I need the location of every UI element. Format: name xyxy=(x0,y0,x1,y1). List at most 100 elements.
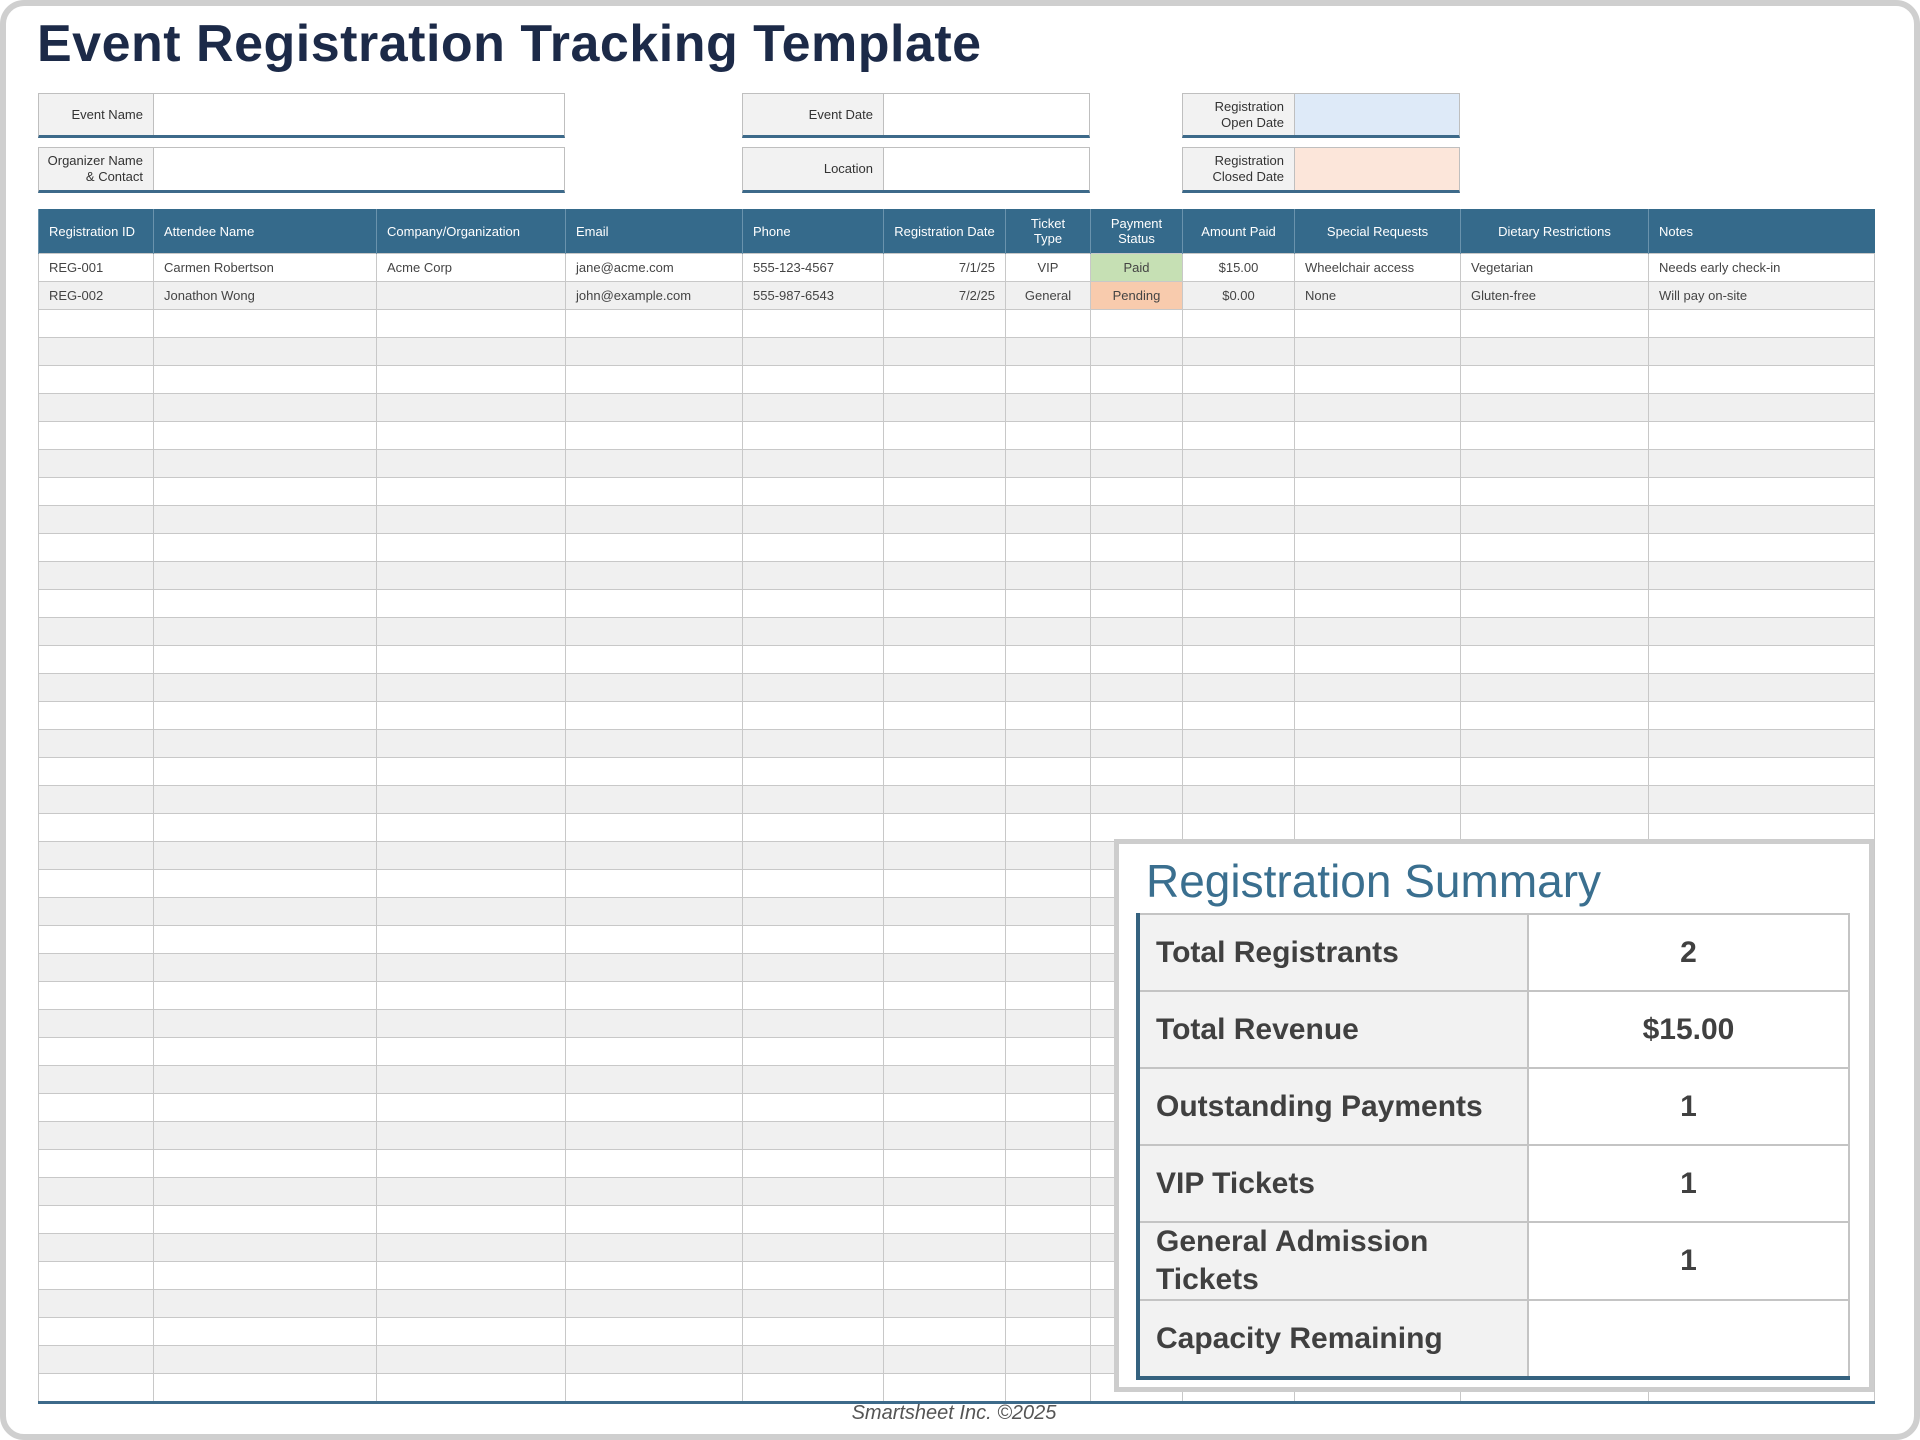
table-cell[interactable] xyxy=(153,953,377,982)
table-cell[interactable] xyxy=(742,1261,884,1290)
table-cell[interactable] xyxy=(742,925,884,954)
table-cell[interactable] xyxy=(1294,673,1461,702)
table-cell[interactable] xyxy=(38,729,154,758)
table-cell[interactable] xyxy=(1090,645,1183,674)
table-cell[interactable] xyxy=(376,393,566,422)
table-cell[interactable] xyxy=(883,505,1006,534)
table-cell[interactable] xyxy=(1182,645,1295,674)
table-cell[interactable] xyxy=(376,1009,566,1038)
table-cell[interactable] xyxy=(742,729,884,758)
table-cell[interactable] xyxy=(565,505,743,534)
table-cell[interactable] xyxy=(153,1261,377,1290)
table-cell[interactable] xyxy=(1005,1261,1091,1290)
table-cell[interactable] xyxy=(565,1009,743,1038)
table-cell[interactable] xyxy=(38,1289,154,1318)
table-cell[interactable]: Carmen Robertson xyxy=(153,253,377,282)
table-cell[interactable] xyxy=(742,1009,884,1038)
table-cell[interactable] xyxy=(883,617,1006,646)
table-cell[interactable] xyxy=(1005,757,1091,786)
table-cell[interactable] xyxy=(1182,309,1295,338)
table-cell[interactable] xyxy=(565,1373,743,1404)
table-cell[interactable] xyxy=(1294,365,1461,394)
table-cell[interactable] xyxy=(883,309,1006,338)
table-cell[interactable] xyxy=(883,589,1006,618)
table-cell[interactable]: 555-987-6543 xyxy=(742,281,884,310)
table-cell[interactable] xyxy=(565,1205,743,1234)
table-cell[interactable] xyxy=(565,365,743,394)
table-cell[interactable] xyxy=(1648,505,1875,534)
table-cell[interactable] xyxy=(1294,729,1461,758)
table-cell[interactable] xyxy=(1090,365,1183,394)
table-cell[interactable] xyxy=(153,1233,377,1262)
table-cell[interactable] xyxy=(153,617,377,646)
table-cell[interactable]: jane@acme.com xyxy=(565,253,743,282)
table-cell[interactable] xyxy=(376,1261,566,1290)
table-cell[interactable] xyxy=(1294,309,1461,338)
table-cell[interactable] xyxy=(153,533,377,562)
table-cell[interactable] xyxy=(38,757,154,786)
table-cell[interactable] xyxy=(1460,505,1649,534)
table-cell[interactable] xyxy=(1005,673,1091,702)
table-cell[interactable] xyxy=(1460,561,1649,590)
table-cell[interactable] xyxy=(1460,533,1649,562)
table-cell[interactable] xyxy=(1090,449,1183,478)
table-cell[interactable] xyxy=(1460,449,1649,478)
table-cell[interactable] xyxy=(883,729,1006,758)
table-cell[interactable] xyxy=(376,841,566,870)
table-cell[interactable] xyxy=(1005,1289,1091,1318)
table-cell[interactable] xyxy=(38,533,154,562)
table-cell[interactable] xyxy=(1648,729,1875,758)
table-cell[interactable] xyxy=(38,1261,154,1290)
table-cell[interactable]: Jonathon Wong xyxy=(153,281,377,310)
table-cell[interactable] xyxy=(1005,393,1091,422)
table-cell[interactable] xyxy=(38,393,154,422)
table-cell[interactable] xyxy=(1182,449,1295,478)
table-cell[interactable] xyxy=(883,1317,1006,1346)
table-cell[interactable] xyxy=(1460,393,1649,422)
table-cell[interactable] xyxy=(376,1289,566,1318)
table-cell[interactable] xyxy=(883,1205,1006,1234)
table-cell[interactable] xyxy=(1648,421,1875,450)
table-cell[interactable] xyxy=(153,1093,377,1122)
table-cell[interactable] xyxy=(376,673,566,702)
table-cell[interactable] xyxy=(883,925,1006,954)
table-cell[interactable] xyxy=(883,1121,1006,1150)
event-date-input[interactable] xyxy=(884,94,1089,135)
table-cell[interactable] xyxy=(742,1149,884,1178)
table-cell[interactable] xyxy=(153,561,377,590)
table-cell[interactable] xyxy=(38,1093,154,1122)
table-cell[interactable] xyxy=(153,1373,377,1404)
table-cell[interactable] xyxy=(1005,1093,1091,1122)
table-cell[interactable] xyxy=(1182,505,1295,534)
table-cell[interactable] xyxy=(883,1149,1006,1178)
table-cell[interactable] xyxy=(1005,785,1091,814)
table-cell[interactable] xyxy=(1294,701,1461,730)
table-cell[interactable] xyxy=(742,1233,884,1262)
table-cell[interactable] xyxy=(38,309,154,338)
table-cell[interactable] xyxy=(376,1149,566,1178)
table-cell[interactable]: Acme Corp xyxy=(376,253,566,282)
table-cell[interactable] xyxy=(153,1009,377,1038)
table-cell[interactable] xyxy=(565,953,743,982)
table-cell[interactable] xyxy=(565,673,743,702)
table-cell[interactable] xyxy=(153,309,377,338)
table-cell[interactable] xyxy=(376,981,566,1010)
table-cell[interactable] xyxy=(376,729,566,758)
table-cell[interactable] xyxy=(376,1345,566,1374)
table-cell[interactable] xyxy=(1182,617,1295,646)
table-cell[interactable] xyxy=(1005,309,1091,338)
table-cell[interactable] xyxy=(1090,785,1183,814)
table-cell[interactable] xyxy=(565,1065,743,1094)
table-cell[interactable] xyxy=(153,477,377,506)
table-cell[interactable] xyxy=(1005,645,1091,674)
table-cell[interactable] xyxy=(1648,533,1875,562)
table-cell[interactable] xyxy=(376,309,566,338)
table-cell[interactable] xyxy=(1648,337,1875,366)
table-cell[interactable] xyxy=(1648,561,1875,590)
table-cell[interactable]: 7/2/25 xyxy=(883,281,1006,310)
table-cell[interactable] xyxy=(1090,309,1183,338)
table-cell[interactable] xyxy=(1182,561,1295,590)
table-cell[interactable]: Vegetarian xyxy=(1460,253,1649,282)
table-cell[interactable] xyxy=(1294,589,1461,618)
table-cell[interactable] xyxy=(153,645,377,674)
